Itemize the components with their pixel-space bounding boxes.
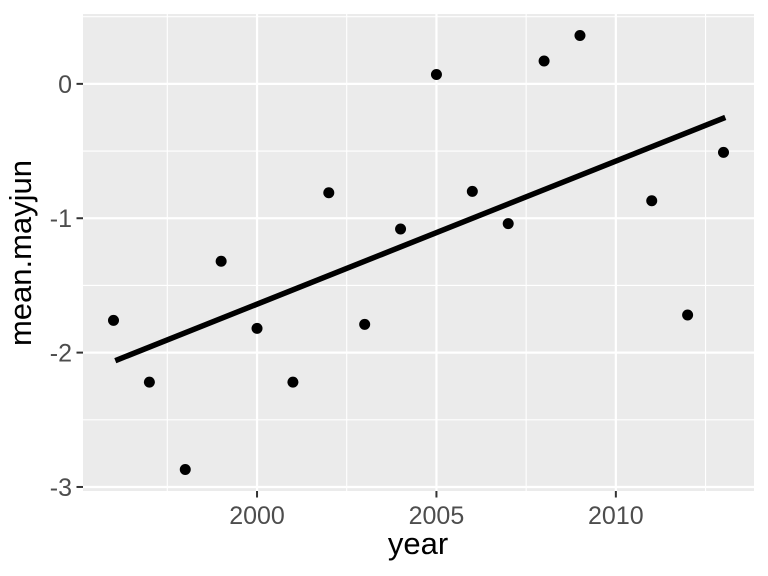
data-point bbox=[108, 314, 119, 326]
data-point bbox=[430, 68, 442, 80]
y-tick-label: 0 bbox=[58, 71, 72, 99]
data-point bbox=[718, 146, 729, 158]
y-tick-label: -1 bbox=[50, 205, 72, 233]
data-point bbox=[395, 223, 407, 235]
data-point bbox=[179, 464, 191, 476]
plot-panel bbox=[83, 14, 754, 491]
y-axis-title: mean.mayjun bbox=[3, 160, 38, 346]
major-gridlines bbox=[83, 14, 754, 491]
data-point bbox=[143, 376, 155, 388]
x-tick-label: 2000 bbox=[229, 502, 285, 530]
data-point bbox=[574, 29, 586, 41]
x-axis-title: year bbox=[388, 526, 448, 561]
data-points bbox=[108, 29, 729, 476]
data-point bbox=[682, 309, 694, 321]
data-point bbox=[502, 218, 514, 230]
x-tick-label: 2005 bbox=[409, 502, 465, 530]
y-axis-tick-labels: 0 -1 -2 -3 bbox=[50, 71, 72, 502]
axis-tick-marks bbox=[76, 82, 617, 498]
data-point bbox=[251, 322, 263, 334]
data-point bbox=[646, 195, 658, 207]
y-tick-label: -2 bbox=[50, 340, 72, 368]
x-tick-label: 2010 bbox=[588, 502, 644, 530]
data-point bbox=[538, 55, 550, 67]
x-axis-tick-labels: 2000 2005 2010 bbox=[229, 502, 643, 530]
data-point bbox=[466, 185, 478, 197]
data-point bbox=[359, 318, 371, 330]
trend-line bbox=[114, 114, 727, 364]
data-point bbox=[287, 376, 299, 388]
data-point bbox=[215, 255, 227, 267]
y-tick-label: -3 bbox=[50, 474, 72, 502]
data-point bbox=[323, 187, 335, 199]
